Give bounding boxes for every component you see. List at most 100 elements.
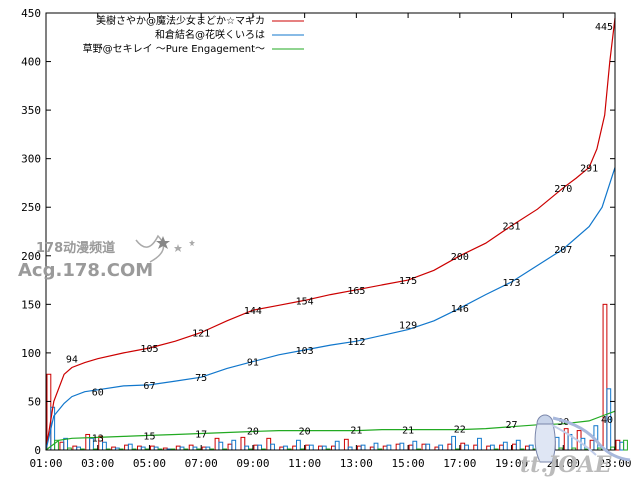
bar-s1-25 xyxy=(373,442,379,451)
bar-s1-6 xyxy=(127,443,133,451)
anime-girl-icon xyxy=(534,414,631,463)
bar-s0-14 xyxy=(227,443,233,451)
x-tick-label-2: 05:00 xyxy=(133,457,166,470)
x-tick-label-10: 21:00 xyxy=(547,457,580,470)
bar-s0-36 xyxy=(512,443,517,451)
bar-s0-3 xyxy=(85,433,91,451)
bar-s0-23 xyxy=(343,438,349,451)
data-label-s1-9: 207 xyxy=(554,245,572,256)
cumulative-lines xyxy=(45,17,616,451)
bar-s0-16 xyxy=(253,444,259,451)
x-tick-label-8: 17:00 xyxy=(443,457,476,470)
x-tick-label-9: 19:00 xyxy=(495,457,528,470)
bar-s0-13 xyxy=(214,437,220,451)
x-tick-label-3: 07:00 xyxy=(185,457,218,470)
bar-s0-33 xyxy=(473,444,479,451)
data-label-s2-9: 30 xyxy=(557,417,569,428)
data-label-s1-2: 75 xyxy=(195,373,207,384)
x-tick-label-5: 11:00 xyxy=(288,457,321,470)
series-line-0 xyxy=(45,17,616,451)
watermark-line3: tt.JOAE xyxy=(520,452,613,478)
bar-s0-44 xyxy=(615,439,621,451)
data-label-s0-10: 291 xyxy=(580,163,598,174)
bar-s1-27 xyxy=(399,442,405,451)
bar-s0-20 xyxy=(305,444,310,451)
data-label-s0-8: 231 xyxy=(503,222,521,233)
data-label-s1-8: 173 xyxy=(503,278,521,289)
x-tick-label-6: 13:00 xyxy=(340,457,373,470)
bar-s0-6 xyxy=(124,444,129,451)
data-label-s2-5: 21 xyxy=(350,426,362,437)
star-swoosh-icon xyxy=(135,234,195,263)
data-label-s0-2: 121 xyxy=(192,328,210,339)
y-tick-label-3: 150 xyxy=(21,298,41,311)
watermark-178: 178动漫频道 Acg.178.COM xyxy=(18,234,195,281)
bar-s0-42 xyxy=(589,439,595,451)
bar-s0-21 xyxy=(318,445,323,451)
bar-s1-20 xyxy=(308,444,314,451)
y-tick-label-7: 350 xyxy=(21,104,41,117)
bar-s0-22 xyxy=(331,445,336,451)
bar-s1-17 xyxy=(270,443,275,451)
data-label-s1-3: 91 xyxy=(247,358,259,369)
bar-s1-33 xyxy=(477,437,482,451)
bar-s0-17 xyxy=(266,437,272,451)
data-label-s1-0: 60 xyxy=(92,388,104,399)
bar-s1-15 xyxy=(244,445,250,451)
series-line-1 xyxy=(45,167,616,451)
x-tick-label-1: 03:00 xyxy=(81,457,114,470)
bar-s1-14 xyxy=(231,439,237,451)
bar-s1-13 xyxy=(218,441,224,451)
y-tick-label-8: 400 xyxy=(21,56,41,69)
bar-s0-2 xyxy=(72,445,78,451)
bar-s1-24 xyxy=(360,444,366,451)
data-label-s2-3: 20 xyxy=(247,427,259,438)
legend: 美樹さやか@魔法少女まどか☆マギカ 和倉結名@花咲くいろは 草野@セキレイ 〜P… xyxy=(83,14,304,55)
bar-s0-29 xyxy=(421,443,427,451)
data-label-s2-6: 21 xyxy=(402,426,414,437)
bar-s1-32 xyxy=(464,444,469,451)
bar-s1-29 xyxy=(425,443,431,451)
bar-s1-28 xyxy=(412,440,418,451)
bar-s1-37 xyxy=(528,444,534,451)
data-label-s0-4: 154 xyxy=(296,296,314,307)
data-label-s1-6: 129 xyxy=(399,321,417,332)
bar-s0-8 xyxy=(149,445,155,451)
data-label-s1-1: 67 xyxy=(143,381,155,392)
data-label-s2-8: 27 xyxy=(506,420,518,431)
bar-s2-44 xyxy=(623,439,628,451)
bar-s0-11 xyxy=(188,444,194,451)
data-label-s0-6: 175 xyxy=(399,276,417,287)
data-label-s2-7: 22 xyxy=(454,425,466,436)
bar-s1-34 xyxy=(489,444,495,451)
data-label-s0-3: 144 xyxy=(244,306,262,317)
y-tick-label-2: 100 xyxy=(21,347,41,360)
data-label-s1-4: 103 xyxy=(296,346,314,357)
bar-s1-18 xyxy=(283,445,288,451)
bar-s1-16 xyxy=(257,444,263,451)
bar-s0-35 xyxy=(499,444,504,451)
x-tick-label-4: 09:00 xyxy=(236,457,269,470)
legend-label-2: 草野@セキレイ 〜Pure Engagement〜 xyxy=(83,43,265,55)
bar-s0-43 xyxy=(602,303,608,451)
bar-s0-24 xyxy=(356,445,362,451)
data-label-s0-0: 94 xyxy=(66,355,78,366)
bar-s1-35 xyxy=(502,441,508,451)
y-tick-label-4: 200 xyxy=(21,250,41,263)
bar-s1-44 xyxy=(619,441,625,451)
y-axis: 0 50 100 150 200 250 300 350 400 450 xyxy=(21,7,615,457)
data-label-s0-7: 200 xyxy=(451,252,469,263)
data-label-s0-9: 270 xyxy=(554,184,572,195)
bar-s0-15 xyxy=(240,436,246,451)
bar-s0-32 xyxy=(460,442,466,451)
data-label-s0-1: 105 xyxy=(140,344,158,355)
bar-s0-10 xyxy=(175,445,181,451)
watermark-line2: Acg.178.COM xyxy=(18,260,153,281)
data-label-s0-11: 445 xyxy=(595,22,613,33)
data-label-s0-5: 165 xyxy=(347,286,365,297)
legend-label-0: 美樹さやか@魔法少女まどか☆マギカ xyxy=(96,14,265,27)
bar-s0-31 xyxy=(447,443,453,451)
plot-frame xyxy=(45,12,616,451)
data-label-s2-2: 17 xyxy=(195,429,207,440)
